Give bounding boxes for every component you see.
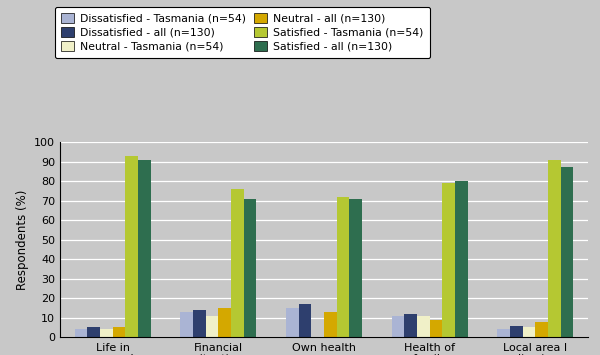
Bar: [113, 327, 125, 337]
Bar: [349, 198, 362, 337]
Bar: [75, 329, 88, 337]
Bar: [193, 310, 206, 337]
Bar: [455, 181, 467, 337]
Bar: [324, 312, 337, 337]
Bar: [442, 183, 455, 337]
Bar: [286, 308, 299, 337]
Bar: [88, 327, 100, 337]
Bar: [548, 159, 560, 337]
Bar: [138, 159, 151, 337]
Bar: [299, 304, 311, 337]
Bar: [497, 329, 510, 337]
Bar: [181, 312, 193, 337]
Legend: Dissatisfied - Tasmania (n=54), Dissatisfied - all (n=130), Neutral - Tasmania (: Dissatisfied - Tasmania (n=54), Dissatis…: [55, 7, 430, 58]
Bar: [125, 155, 138, 337]
Bar: [535, 322, 548, 337]
Bar: [206, 316, 218, 337]
Bar: [560, 167, 573, 337]
Bar: [417, 316, 430, 337]
Bar: [244, 198, 256, 337]
Bar: [430, 320, 442, 337]
Y-axis label: Respondents (%): Respondents (%): [16, 190, 29, 290]
Bar: [523, 327, 535, 337]
Bar: [231, 189, 244, 337]
Bar: [510, 326, 523, 337]
Bar: [218, 308, 231, 337]
Bar: [404, 314, 417, 337]
Bar: [100, 329, 113, 337]
Bar: [392, 316, 404, 337]
Bar: [337, 197, 349, 337]
